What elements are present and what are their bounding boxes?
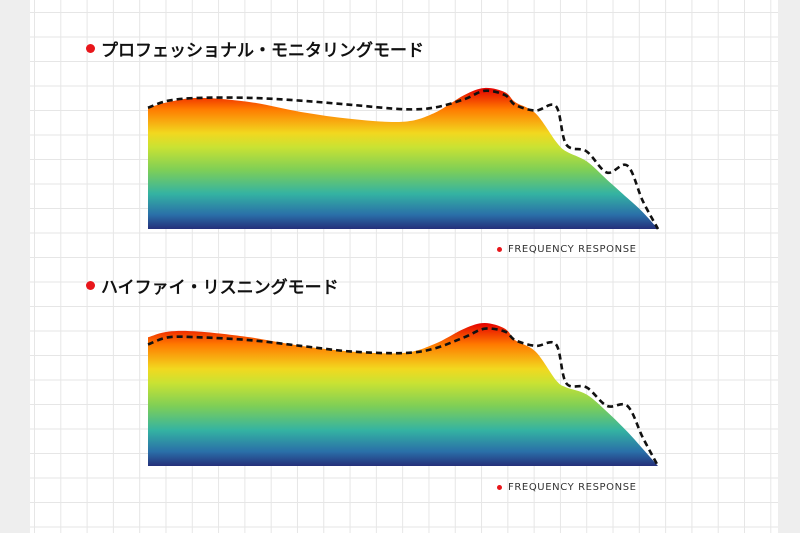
response-area — [148, 323, 658, 466]
chart-legend-1: FREQUENCY RESPONSE — [497, 244, 637, 255]
chart-title-text: プロフェッショナル・モニタリングモード — [101, 41, 424, 61]
chart-title-1: プロフェッショナル・モニタリングモード — [86, 36, 424, 61]
response-area — [148, 87, 658, 229]
legend-dot-icon — [497, 247, 502, 252]
title-bullet-icon — [86, 281, 95, 290]
legend-label: FREQUENCY RESPONSE — [508, 244, 637, 255]
chart-title-text: ハイファイ・リスニングモード — [101, 278, 339, 298]
chart-title-2: ハイファイ・リスニングモード — [86, 273, 339, 298]
legend-dot-icon — [497, 485, 502, 490]
title-bullet-icon — [86, 44, 95, 53]
response-dashed-line — [147, 89, 660, 230]
response-dashed-line — [147, 327, 660, 467]
legend-label: FREQUENCY RESPONSE — [508, 482, 637, 493]
chart-legend-2: FREQUENCY RESPONSE — [497, 482, 637, 493]
